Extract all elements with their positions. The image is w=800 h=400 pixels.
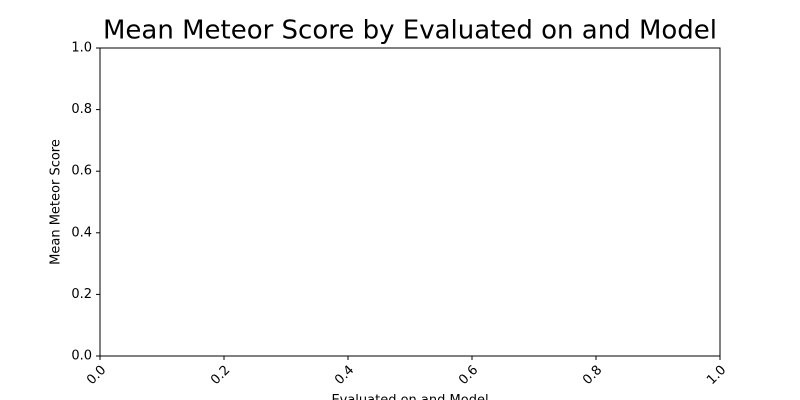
y-tick-label: 0.8 [71,102,92,117]
y-tick-label: 0.4 [71,225,92,240]
plot-frame [99,47,721,357]
y-tick-label: 0.2 [71,287,92,302]
y-tick-label: 0.0 [71,349,92,364]
y-axis-label: Mean Meteor Score [49,139,64,265]
y-tick-label: 0.6 [71,164,92,179]
x-axis-label: Evaluated on and Model [331,393,488,400]
chart-title: Mean Meteor Score by Evaluated on and Mo… [103,16,717,46]
y-tick-label: 1.0 [71,41,92,56]
